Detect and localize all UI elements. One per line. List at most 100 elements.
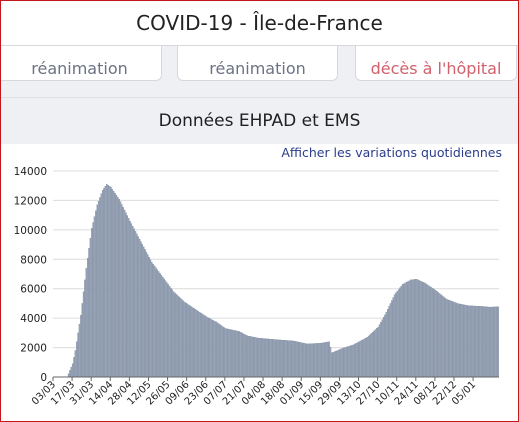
chart-bar [246, 335, 249, 378]
chart-bar [93, 216, 96, 378]
chart-bar [432, 288, 434, 378]
y-tick-label: 4000 [20, 313, 47, 325]
chart-bar [231, 329, 234, 378]
chart-bar [463, 304, 465, 378]
chart-bar [159, 273, 161, 378]
chart-bar [146, 254, 149, 378]
chart-bar [282, 339, 284, 378]
chart-bar [227, 328, 229, 378]
card-icu-2-label: réanimation [209, 59, 306, 78]
chart-bar [410, 279, 412, 378]
chart-bar [160, 274, 163, 378]
chart-bar [408, 280, 411, 378]
chart-bar [238, 331, 240, 378]
chart-bar [70, 366, 73, 378]
chart-bar [220, 325, 223, 378]
chart-bar [313, 343, 315, 378]
chart-bar [324, 342, 326, 378]
chart-bar [396, 291, 399, 378]
chart-bar [224, 328, 227, 378]
chart-bar [445, 298, 448, 378]
chart-bar [440, 294, 442, 378]
chart-bar [305, 343, 307, 378]
chart-bar [459, 303, 461, 378]
chart-bar [153, 265, 156, 378]
chart-bar [222, 326, 224, 378]
chart-bar [365, 337, 367, 378]
chart-bar [366, 337, 369, 378]
chart-bar [391, 300, 393, 378]
chart-bar [190, 306, 193, 378]
chart-bar [260, 338, 262, 378]
chart-bar [204, 315, 206, 378]
chart-bar [80, 315, 82, 378]
chart-bar [137, 236, 139, 378]
chart-bar [230, 329, 232, 378]
chart-bar [196, 310, 198, 378]
chart-bar [340, 348, 343, 378]
chart-bar [404, 282, 407, 378]
chart-bar [186, 303, 188, 378]
chart-bar [100, 193, 103, 378]
chart-bar [427, 285, 430, 378]
chart-bar [170, 287, 172, 378]
chart-bar [342, 348, 344, 378]
chart-bar [333, 351, 336, 378]
chart-bar [256, 337, 258, 378]
chart-bar [479, 306, 482, 378]
chart-bar [350, 345, 352, 378]
chart-bar [167, 284, 169, 378]
chart-bar [482, 306, 484, 378]
chart-bar [462, 304, 464, 378]
chart-bar [271, 339, 273, 378]
chart-bar [201, 313, 204, 378]
chart-bar [331, 352, 333, 378]
chart-bar [138, 238, 141, 378]
chart-bar [97, 201, 100, 378]
chart-bar [322, 342, 325, 378]
chart-bar [486, 306, 489, 378]
chart-bar [374, 329, 377, 378]
chart-bar [151, 262, 153, 378]
chart-bar [82, 291, 85, 378]
chart-bar [487, 306, 490, 378]
chart-bar [417, 279, 419, 378]
chart-bar [474, 305, 476, 378]
chart-bar [494, 306, 497, 378]
chart-bar [194, 309, 197, 378]
chart-bar [216, 322, 219, 378]
chart-bar [275, 339, 277, 378]
chart-bar [136, 233, 138, 378]
chart-bar [414, 279, 416, 378]
chart-bar [297, 341, 299, 378]
chart-bar [318, 343, 321, 378]
chart-bar [437, 292, 439, 378]
chart-bar [149, 259, 152, 378]
chart-bar [108, 186, 111, 378]
chart-bar [265, 338, 268, 378]
chart-bar [71, 363, 74, 378]
chart-bar [355, 343, 358, 378]
chart-bar [361, 340, 363, 378]
chart-bar [144, 249, 146, 378]
chart-bar [344, 347, 347, 378]
chart-bar [309, 343, 311, 378]
chart-bar [481, 306, 483, 378]
chart-bar [372, 331, 374, 378]
chart-bar [92, 222, 94, 378]
daily-variations-toggle[interactable]: Afficher les variations quotidiennes [281, 145, 502, 160]
chart-bar [471, 305, 474, 378]
chart-bar [359, 340, 362, 378]
chart-bar [395, 292, 397, 378]
chart-bar [283, 340, 285, 378]
chart-bar [208, 318, 210, 378]
chart-bar [122, 207, 124, 378]
chart-bar [448, 299, 450, 378]
chart-bar [444, 297, 446, 378]
chart-bar [455, 302, 457, 378]
chart-bar [189, 305, 191, 378]
chart-bar [478, 306, 480, 378]
chart-bar [449, 300, 452, 378]
chart-bar [387, 309, 389, 378]
chart-bar [325, 342, 328, 378]
